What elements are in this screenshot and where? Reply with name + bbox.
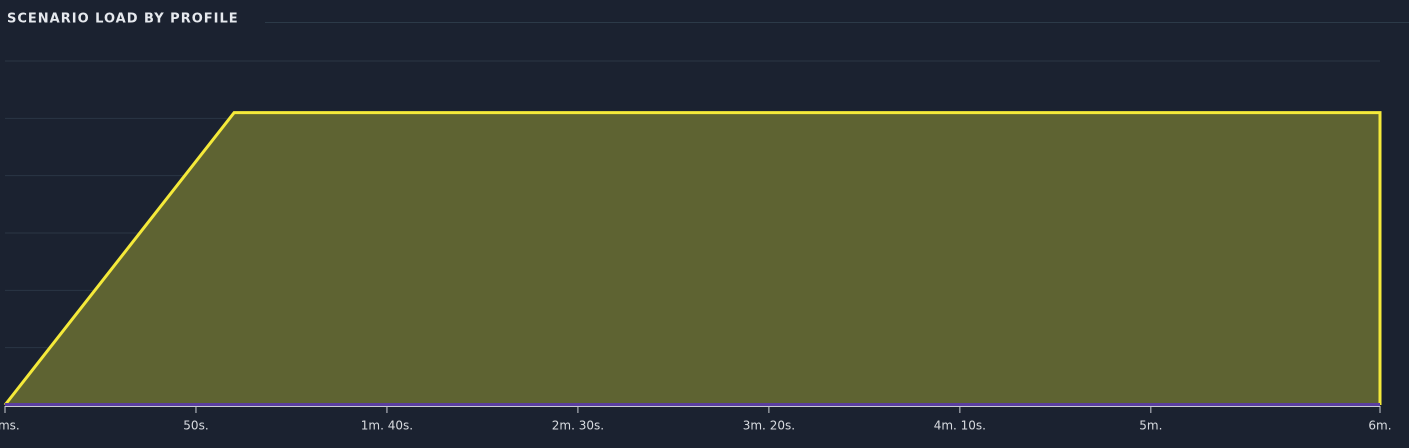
x-tick-label: 2m. 30s. [552, 419, 604, 433]
x-tick-label: 6m. [1368, 419, 1391, 433]
x-tick-label: 4m. 10s. [934, 419, 986, 433]
x-tick-label: 5m. [1139, 419, 1162, 433]
series-line [3, 111, 1382, 406]
x-tick-label: 3m. 20s. [743, 419, 795, 433]
chart-title: SCENARIO LOAD BY PROFILE [7, 12, 239, 27]
x-tick-label: 1m. 40s. [361, 419, 413, 433]
x-tick-label: 50s. [183, 419, 208, 433]
area-fill [5, 112, 1380, 405]
x-tick-label: 0ms. [0, 419, 20, 433]
